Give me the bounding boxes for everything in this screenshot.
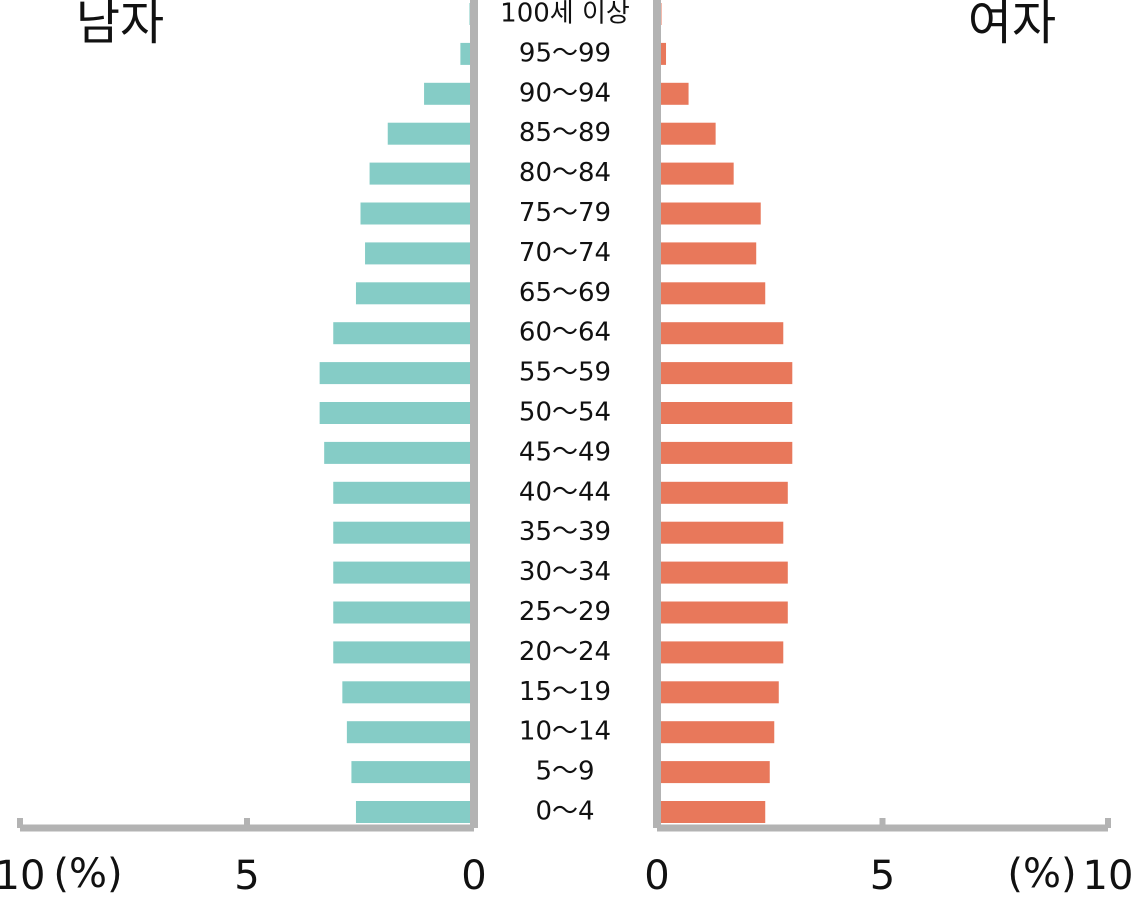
category-label: 80～84: [519, 158, 611, 188]
bar: [657, 681, 779, 704]
bar: [333, 601, 474, 624]
bar: [657, 561, 788, 584]
bar: [657, 641, 784, 664]
category-label: 60～64: [519, 318, 611, 348]
category-label: 35～39: [519, 517, 611, 547]
bar: [657, 122, 716, 145]
bar: [360, 202, 474, 225]
category-label: 75～79: [519, 198, 611, 228]
bar: [333, 322, 474, 345]
bar: [346, 721, 474, 744]
bar: [657, 761, 770, 784]
bar: [657, 42, 667, 65]
bar: [324, 441, 474, 464]
category-label: 55～59: [519, 358, 611, 388]
category-label: 5～9: [535, 757, 594, 787]
bar: [355, 801, 474, 823]
category-label: 95～99: [519, 38, 611, 68]
x-tick-label: 5: [870, 853, 895, 899]
bar: [657, 202, 761, 225]
category-label: 50～54: [519, 398, 611, 428]
x-tick-label: 0: [461, 853, 486, 899]
bar: [333, 641, 474, 664]
axis-unit: (%): [1007, 851, 1076, 897]
bar: [657, 242, 757, 265]
bar: [657, 441, 793, 464]
bar: [319, 402, 474, 424]
bar: [657, 322, 784, 345]
x-tick-label: 10: [1083, 853, 1132, 899]
x-tick-label: 0: [644, 853, 669, 899]
bar: [333, 481, 474, 504]
category-label: 70～74: [519, 238, 611, 268]
bar: [657, 82, 689, 105]
bar: [657, 801, 766, 823]
bar: [657, 601, 788, 624]
bar: [657, 162, 734, 185]
bar: [657, 521, 784, 544]
category-label: 30～34: [519, 557, 611, 587]
category-label: 10～14: [519, 717, 611, 747]
category-label: 40～44: [519, 477, 611, 507]
bar: [657, 402, 793, 424]
bar: [657, 481, 788, 504]
bar: [387, 122, 474, 145]
bar: [424, 82, 474, 105]
category-label: 0～4: [535, 797, 594, 827]
bar: [355, 282, 474, 305]
bar: [657, 282, 766, 305]
category-label: 85～89: [519, 118, 611, 148]
category-label: 100세 이상: [500, 0, 630, 29]
series-title: 여자: [968, 0, 1056, 51]
category-label: 65～69: [519, 278, 611, 308]
axis-unit: (%): [53, 851, 122, 897]
bar: [351, 761, 474, 784]
series-title: 남자: [76, 0, 164, 51]
x-tick-label: 5: [234, 853, 259, 899]
category-label: 45～49: [519, 437, 611, 467]
bar: [657, 721, 775, 744]
category-label: 90～94: [519, 78, 611, 108]
category-label: 20～24: [519, 637, 611, 667]
bar: [369, 162, 474, 185]
bar: [342, 681, 474, 704]
bar: [333, 561, 474, 584]
category-label: 25～29: [519, 597, 611, 627]
category-label: 15～19: [519, 677, 611, 707]
bar: [333, 521, 474, 544]
x-tick-label: 10: [0, 853, 45, 899]
bar: [319, 362, 474, 385]
bar: [365, 242, 474, 265]
bar: [657, 362, 793, 385]
